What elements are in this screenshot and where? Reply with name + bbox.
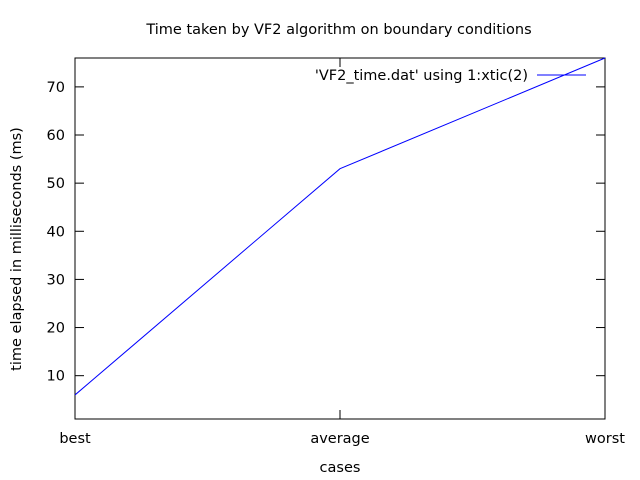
- x-tick-label: best: [59, 431, 91, 447]
- x-tick-label: average: [310, 431, 369, 447]
- y-tick-label: 10: [47, 369, 65, 385]
- y-tick-label: 40: [47, 224, 65, 240]
- series-layer: [74, 57, 606, 396]
- plot-frame: [74, 57, 606, 420]
- y-tick-label: 20: [47, 321, 65, 337]
- series-line: [74, 57, 606, 396]
- y-tick-label: 30: [47, 272, 65, 288]
- chart-title: Time taken by VF2 algorithm on boundary …: [145, 22, 531, 38]
- y-axis-label: time elapsed in milliseconds (ms): [9, 127, 25, 371]
- legend-label: 'VF2_time.dat' using 1:xtic(2): [315, 68, 528, 84]
- legend: 'VF2_time.dat' using 1:xtic(2): [315, 68, 586, 84]
- x-tick-label: worst: [585, 431, 625, 447]
- y-tick-label: 70: [47, 80, 65, 96]
- x-axis: best average worst: [59, 58, 625, 447]
- y-tick-label: 60: [47, 128, 65, 144]
- y-tick-label: 50: [47, 176, 65, 192]
- x-axis-label: cases: [320, 460, 361, 476]
- y-axis: 10 20 30 40 50 60 70: [47, 80, 605, 385]
